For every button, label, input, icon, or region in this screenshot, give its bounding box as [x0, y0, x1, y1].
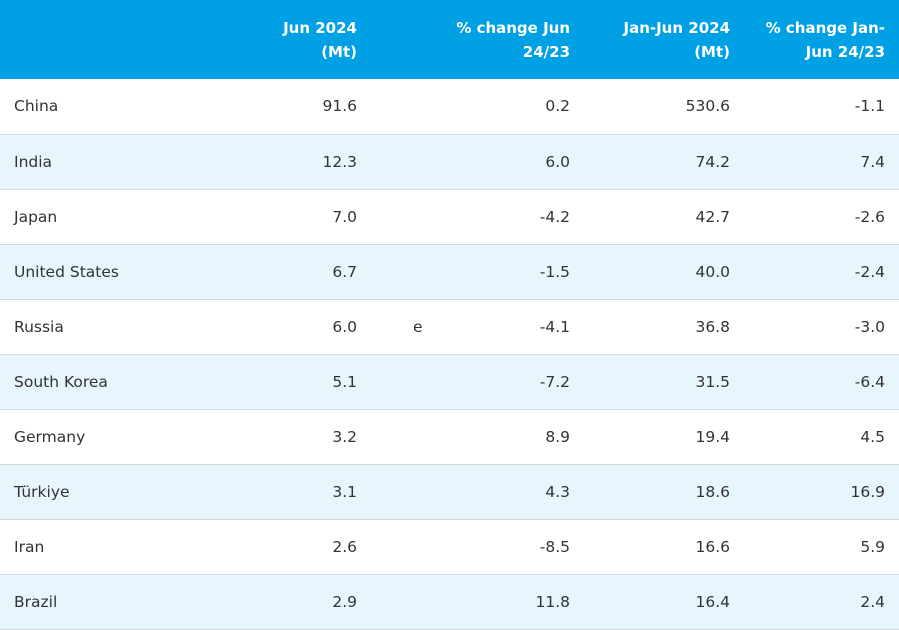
note-cell [385, 354, 430, 410]
pct-jan-jun-cell: 2.4 [744, 574, 899, 630]
table-header-row: Jun 2024 (Mt) % change Jun 24/23 Jan-Jun… [0, 0, 899, 79]
country-cell: Iran [0, 519, 210, 575]
pct-jan-jun-cell: -3.0 [744, 299, 899, 355]
jun-value-cell: 3.1 [210, 464, 385, 520]
pct-jan-jun-cell: 4.5 [744, 409, 899, 465]
jan-jun-value-cell: 16.6 [570, 519, 745, 575]
pct-jun-cell: -7.2 [430, 354, 571, 410]
jun-value-cell: 5.1 [210, 354, 385, 410]
header-pct-change-jun-line1: % change Jun [456, 18, 571, 37]
note-cell [385, 79, 430, 135]
note-cell [385, 134, 430, 190]
header-pct-change-jan-jun-line1: % change Jan- [765, 18, 886, 37]
country-cell: Russia [0, 299, 210, 355]
jan-jun-value-cell: 530.6 [570, 79, 745, 135]
jun-value-cell: 2.9 [210, 574, 385, 630]
pct-jun-cell: -4.2 [430, 189, 571, 245]
jan-jun-value-cell: 42.7 [570, 189, 745, 245]
estimate-note-cell: e [385, 299, 430, 355]
header-pct-change-jan-jun-line2: Jun 24/23 [805, 42, 886, 61]
pct-jun-cell: -1.5 [430, 244, 571, 300]
header-jun-2024-line2: (Mt) [321, 42, 357, 61]
country-cell: China [0, 79, 210, 135]
pct-jun-cell: 6.0 [430, 134, 571, 190]
note-cell [385, 409, 430, 465]
pct-jan-jun-cell: -2.4 [744, 244, 899, 300]
country-cell: Türkiye [0, 464, 210, 520]
country-cell: Japan [0, 189, 210, 245]
header-jan-jun-2024-line1: Jan-Jun 2024 [623, 18, 731, 37]
jun-value-cell: 2.6 [210, 519, 385, 575]
pct-jan-jun-cell: -2.6 [744, 189, 899, 245]
pct-jan-jun-cell: 16.9 [744, 464, 899, 520]
note-cell [385, 574, 430, 630]
jun-value-cell: 7.0 [210, 189, 385, 245]
table-row: Japan 7.0 -4.2 42.7 -2.6 [0, 189, 899, 245]
jun-value-cell: 3.2 [210, 409, 385, 465]
header-jan-jun-2024-line2: (Mt) [694, 42, 731, 61]
country-cell: Brazil [0, 574, 210, 630]
note-cell [385, 464, 430, 520]
table-row: Iran 2.6 -8.5 16.6 5.9 [0, 519, 899, 575]
note-cell [385, 519, 430, 575]
jun-value-cell: 6.7 [210, 244, 385, 300]
pct-jun-cell: 11.8 [430, 574, 571, 630]
header-country [0, 0, 210, 79]
pct-jan-jun-cell: 7.4 [744, 134, 899, 190]
table-row: India 12.3 6.0 74.2 7.4 [0, 134, 899, 190]
jan-jun-value-cell: 40.0 [570, 244, 745, 300]
header-jan-jun-2024: Jan-Jun 2024 (Mt) [570, 0, 744, 79]
pct-jan-jun-cell: -1.1 [744, 79, 899, 135]
country-cell: India [0, 134, 210, 190]
jan-jun-value-cell: 16.4 [570, 574, 745, 630]
jun-value-cell: 91.6 [210, 79, 385, 135]
jan-jun-value-cell: 18.6 [570, 464, 745, 520]
pct-jun-cell: -4.1 [430, 299, 571, 355]
country-cell: South Korea [0, 354, 210, 410]
pct-jun-cell: 8.9 [430, 409, 571, 465]
jun-value-cell: 12.3 [210, 134, 385, 190]
pct-jun-cell: -8.5 [430, 519, 571, 575]
jan-jun-value-cell: 36.8 [570, 299, 745, 355]
jan-jun-value-cell: 31.5 [570, 354, 745, 410]
table-row: Türkiye 3.1 4.3 18.6 16.9 [0, 464, 899, 520]
header-jun-2024-line1: Jun 2024 [283, 18, 357, 37]
header-pct-change-jun-line2: 24/23 [522, 42, 571, 61]
pct-jun-cell: 4.3 [430, 464, 571, 520]
table-row: China 91.6 0.2 530.6 -1.1 [0, 79, 899, 135]
jan-jun-value-cell: 19.4 [570, 409, 745, 465]
table-row: United States 6.7 -1.5 40.0 -2.4 [0, 244, 899, 300]
jan-jun-value-cell: 74.2 [570, 134, 745, 190]
header-jun-2024: Jun 2024 (Mt) [210, 0, 385, 79]
table-row: Brazil 2.9 11.8 16.4 2.4 [0, 574, 899, 630]
table-row: South Korea 5.1 -7.2 31.5 -6.4 [0, 354, 899, 410]
note-cell [385, 189, 430, 245]
jun-value-cell: 6.0 [210, 299, 385, 355]
pct-jan-jun-cell: 5.9 [744, 519, 899, 575]
table-row: Russia 6.0 e -4.1 36.8 -3.0 [0, 299, 899, 355]
note-cell [385, 244, 430, 300]
table-row: Germany 3.2 8.9 19.4 4.5 [0, 409, 899, 465]
pct-jan-jun-cell: -6.4 [744, 354, 899, 410]
header-pct-change-jun: % change Jun 24/23 [385, 0, 570, 79]
header-pct-change-jan-jun: % change Jan- Jun 24/23 [744, 0, 899, 79]
country-cell: Germany [0, 409, 210, 465]
country-cell: United States [0, 244, 210, 300]
pct-jun-cell: 0.2 [430, 79, 571, 135]
